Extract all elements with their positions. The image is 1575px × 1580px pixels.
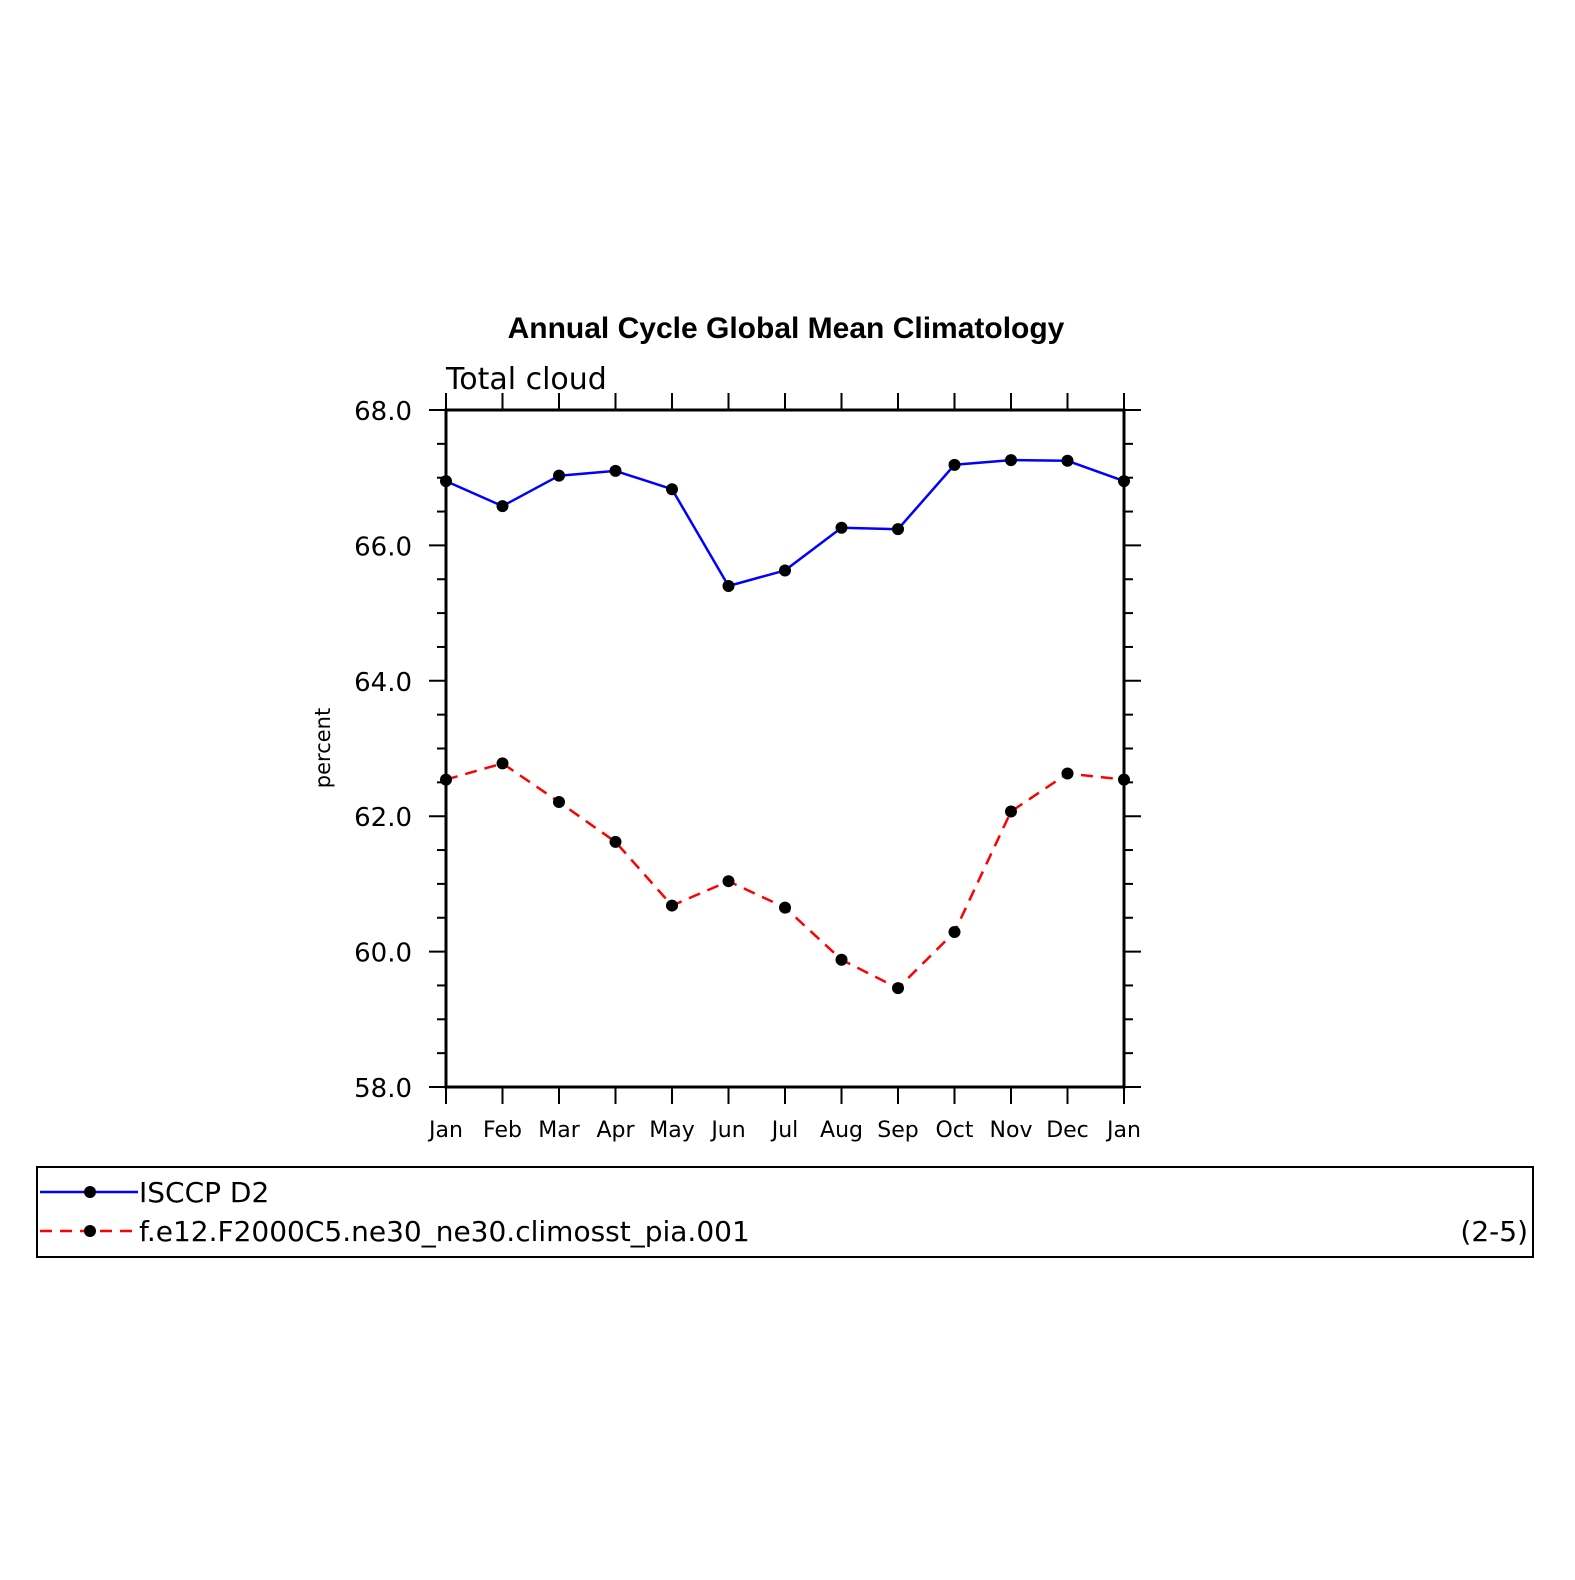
- series-0-point: [496, 500, 509, 513]
- series-0-point: [948, 458, 961, 471]
- x-tick-label: Aug: [820, 1118, 863, 1143]
- x-tick-label: Nov: [990, 1118, 1033, 1143]
- series-1-point: [835, 953, 848, 966]
- x-tick-label: Dec: [1046, 1118, 1089, 1143]
- legend-label-isccp: ISCCP D2: [139, 1176, 269, 1209]
- y-tick-label: 62.0: [354, 803, 412, 833]
- panel-annotation: (2-5): [1460, 1215, 1528, 1248]
- series-0-point: [1118, 475, 1130, 488]
- series-1-point: [666, 899, 678, 912]
- x-tick-label: Mar: [538, 1118, 580, 1143]
- series-1-point: [892, 982, 904, 995]
- series-1-point: [496, 757, 509, 770]
- chart-subtitle: Total cloud: [445, 362, 607, 397]
- y-axis-label: percent: [311, 708, 335, 788]
- series-1-point: [779, 901, 791, 914]
- x-tick-label: Oct: [935, 1118, 973, 1143]
- x-tick-label: Jan: [1105, 1118, 1141, 1143]
- series-1-point: [722, 875, 735, 888]
- series-0-point: [666, 483, 678, 496]
- series-1-point: [1061, 767, 1074, 780]
- x-tick-label: Feb: [483, 1118, 522, 1143]
- x-tick-label: May: [649, 1118, 694, 1143]
- y-tick-label: 58.0: [354, 1074, 412, 1104]
- legend-marker-isccp: [84, 1186, 96, 1198]
- x-tick-label: Jul: [770, 1118, 799, 1143]
- x-tick-label: Jun: [709, 1118, 745, 1143]
- x-tick-labels: Jan Feb Mar Apr May Jun Jul Aug Sep Oct Nov Dec Jan: [427, 1118, 1141, 1143]
- series-1-point: [609, 835, 622, 848]
- series-0-point: [1005, 454, 1017, 467]
- y-tick-labels: 58.0 60.0 62.0 64.0 66.0 68.0: [354, 397, 412, 1104]
- series-0-point: [722, 580, 735, 593]
- y-tick-label: 66.0: [354, 532, 412, 562]
- axis-ticks: [429, 393, 1141, 1104]
- x-tick-label: Apr: [596, 1118, 635, 1143]
- x-tick-label: Jan: [427, 1118, 463, 1143]
- series-1-point: [1005, 805, 1017, 818]
- y-tick-label: 64.0: [354, 668, 412, 698]
- legend: ISCCP D2 f.e12.F2000C5.ne30_ne30.climoss…: [36, 1166, 1534, 1258]
- legend-marker-model: [84, 1225, 96, 1237]
- legend-label-model: f.e12.F2000C5.ne30_ne30.climosst_pia.001: [139, 1215, 750, 1248]
- series-0-point: [779, 564, 791, 577]
- series-0-point: [892, 523, 904, 536]
- series-1-point: [553, 795, 565, 808]
- series-0-point: [835, 521, 848, 534]
- y-tick-label: 60.0: [354, 939, 412, 969]
- legend-box: [36, 1166, 1534, 1258]
- plot-frame: [444, 408, 1126, 1089]
- series-0-point: [1061, 454, 1074, 467]
- series-0-point: [609, 464, 622, 477]
- x-tick-label: Sep: [877, 1118, 918, 1143]
- y-tick-label: 68.0: [354, 397, 412, 427]
- series-line-1: [445, 762, 1125, 990]
- series-0-point: [553, 469, 565, 482]
- series-1-point: [1118, 773, 1130, 786]
- series-0-point: [440, 475, 452, 488]
- series-layer: [440, 454, 1130, 995]
- series-1-point: [440, 773, 452, 786]
- chart-title: Annual Cycle Global Mean Climatology: [508, 312, 1065, 345]
- series-1-point: [948, 925, 961, 938]
